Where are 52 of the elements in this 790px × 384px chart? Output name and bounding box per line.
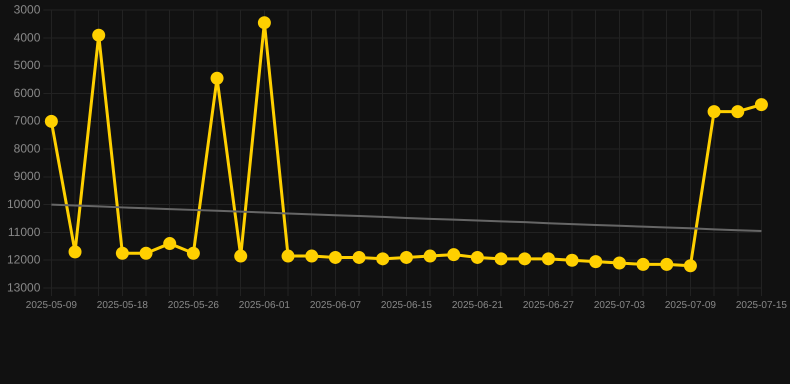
point (589, 255, 602, 268)
y-tick-label: 8000 (14, 141, 41, 156)
x-tick-label: 2025-06-07 (310, 300, 362, 311)
y-tick-label: 12000 (6, 252, 41, 267)
y-tick-label: 11000 (8, 224, 41, 239)
x-tick-label: 2025-07-03 (594, 300, 646, 311)
y-tick-label: 3000 (14, 2, 41, 17)
x-tick-label: 2025-05-09 (26, 300, 78, 311)
y-tick-label: 10000 (6, 196, 41, 211)
point (328, 250, 342, 264)
point (92, 28, 106, 42)
point (352, 250, 366, 264)
point (660, 258, 674, 271)
point (518, 252, 532, 266)
point (400, 250, 413, 264)
point (210, 72, 224, 85)
point (305, 250, 318, 263)
point (542, 252, 555, 266)
point (731, 105, 744, 118)
point (566, 254, 579, 267)
y-tick-label: 7000 (14, 114, 41, 128)
y-tick-label: 4000 (14, 30, 41, 44)
x-tick-label: 2025-07-15 (736, 300, 788, 311)
point (636, 258, 650, 271)
point (754, 98, 768, 112)
point (612, 256, 626, 270)
x-tick-label: 2025-06-27 (522, 300, 574, 311)
point (684, 259, 697, 272)
y-tick-label: 13000 (6, 280, 41, 294)
point (258, 16, 271, 30)
point (116, 246, 129, 260)
point (424, 250, 437, 263)
point (163, 237, 176, 250)
x-tick-label: 2025-05-18 (96, 300, 148, 311)
point (234, 250, 248, 263)
point (447, 248, 460, 262)
y-tick-label: 6000 (14, 86, 41, 100)
point (470, 250, 484, 264)
x-tick-label: 2025-06-21 (452, 300, 504, 311)
x-tick-label: 2025-05-26 (168, 300, 220, 311)
point (376, 252, 390, 266)
point (708, 105, 721, 118)
point (494, 252, 508, 266)
point (140, 246, 153, 260)
point (68, 245, 82, 258)
y-tick-label: 9000 (14, 169, 41, 184)
x-tick-label: 2025-06-15 (380, 300, 432, 311)
x-tick-label: 2025-07-09 (664, 300, 716, 311)
point (186, 246, 200, 260)
point (282, 250, 295, 263)
x-tick-label: 2025-06-01 (238, 300, 290, 311)
y-tick-label: 5000 (14, 58, 41, 72)
